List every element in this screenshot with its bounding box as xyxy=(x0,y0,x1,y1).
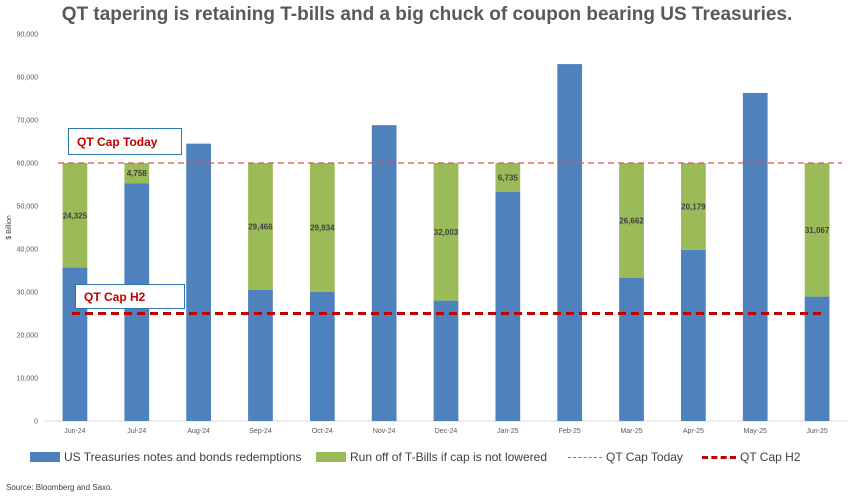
y-tick-label: 70,000 xyxy=(17,118,39,125)
bar-treasuries xyxy=(309,291,335,421)
x-tick-label: Jan-25 xyxy=(497,428,519,435)
x-tick-label: Sep-24 xyxy=(249,428,272,435)
bar-tbills xyxy=(804,163,830,297)
x-tick-label: Oct-24 xyxy=(312,428,333,435)
y-tick-label: 40,000 xyxy=(17,247,39,254)
x-tick-label: Mar-25 xyxy=(620,428,642,435)
legend-item-qt-cap-today: QT Cap Today xyxy=(568,450,683,464)
x-tick-label: Aug-24 xyxy=(187,428,210,435)
data-label-tbills: 24,325 xyxy=(63,211,88,220)
y-tick-label: 90,000 xyxy=(17,32,39,39)
bar-treasuries xyxy=(433,300,459,421)
y-tick-label: 80,000 xyxy=(17,75,39,82)
data-label-tbills: 26,662 xyxy=(619,216,644,225)
legend-swatch-qt-cap-today xyxy=(568,456,602,458)
legend-item-qt-cap-h2: QT Cap H2 xyxy=(702,450,800,464)
bar-treasuries xyxy=(804,296,830,421)
legend-label-tbills: Run off of T-Bills if cap is not lowered xyxy=(350,450,547,464)
x-tick-label: Nov-24 xyxy=(373,428,396,435)
y-tick-label: 10,000 xyxy=(17,376,39,383)
chart-legend: US Treasuries notes and bonds redemption… xyxy=(30,450,850,470)
y-tick-label: 30,000 xyxy=(17,290,39,297)
data-label-tbills: 31,067 xyxy=(805,226,830,235)
legend-label-qt-cap-today: QT Cap Today xyxy=(606,450,683,464)
bar-treasuries xyxy=(186,143,211,421)
bar-tbills xyxy=(124,163,150,184)
data-label-tbills: 6,735 xyxy=(498,173,519,182)
legend-label-treasuries: US Treasuries notes and bonds redemption… xyxy=(64,450,302,464)
legend-swatch-qt-cap-h2 xyxy=(702,455,736,459)
legend-label-qt-cap-h2: QT Cap H2 xyxy=(740,450,801,464)
bar-tbills xyxy=(619,163,644,278)
bar-tbills xyxy=(495,163,521,192)
x-tick-label: Dec-24 xyxy=(435,428,458,435)
bar-tbills xyxy=(433,163,459,301)
bar-treasuries xyxy=(557,64,583,421)
legend-swatch-tbills xyxy=(316,452,346,462)
bar-treasuries xyxy=(619,277,644,421)
bar-treasuries xyxy=(371,125,397,421)
bar-tbills xyxy=(248,163,273,290)
x-tick-label: Jun-24 xyxy=(64,428,86,435)
annotation-qt-cap-h2: QT Cap H2 xyxy=(75,284,185,309)
bar-treasuries xyxy=(681,249,706,421)
annotation-qt-cap-today: QT Cap Today xyxy=(68,128,182,155)
data-label-tbills: 20,179 xyxy=(681,202,706,211)
bar-tbills xyxy=(62,163,88,268)
bar-treasuries xyxy=(495,191,521,421)
bar-treasuries xyxy=(248,289,273,421)
legend-item-tbills: Run off of T-Bills if cap is not lowered xyxy=(316,450,547,464)
bar-tbills xyxy=(681,163,706,250)
x-tick-label: Apr-25 xyxy=(683,428,704,435)
y-tick-label: 50,000 xyxy=(17,204,39,211)
x-tick-label: Feb-25 xyxy=(559,428,581,435)
data-label-tbills: 29,934 xyxy=(310,223,335,232)
chart-title: QT tapering is retaining T-bills and a b… xyxy=(61,4,793,25)
source-note: Source: Bloomberg and Saxo. xyxy=(6,483,113,492)
bar-treasuries xyxy=(742,92,768,421)
legend-item-treasuries: US Treasuries notes and bonds redemption… xyxy=(30,450,301,464)
x-tick-label: Jun-25 xyxy=(806,428,828,435)
y-tick-label: 60,000 xyxy=(17,161,39,168)
y-axis-label: $ Billion xyxy=(6,215,13,240)
data-label-tbills: 4,758 xyxy=(127,169,148,178)
data-label-tbills: 29,466 xyxy=(248,222,273,231)
x-tick-label: Jul-24 xyxy=(127,428,146,435)
y-tick-label: 0 xyxy=(34,419,38,426)
data-label-tbills: 32,003 xyxy=(434,228,459,237)
y-tick-label: 20,000 xyxy=(17,333,39,340)
legend-swatch-treasuries xyxy=(30,452,60,462)
x-tick-label: May-25 xyxy=(744,428,767,435)
bar-tbills xyxy=(309,163,335,292)
